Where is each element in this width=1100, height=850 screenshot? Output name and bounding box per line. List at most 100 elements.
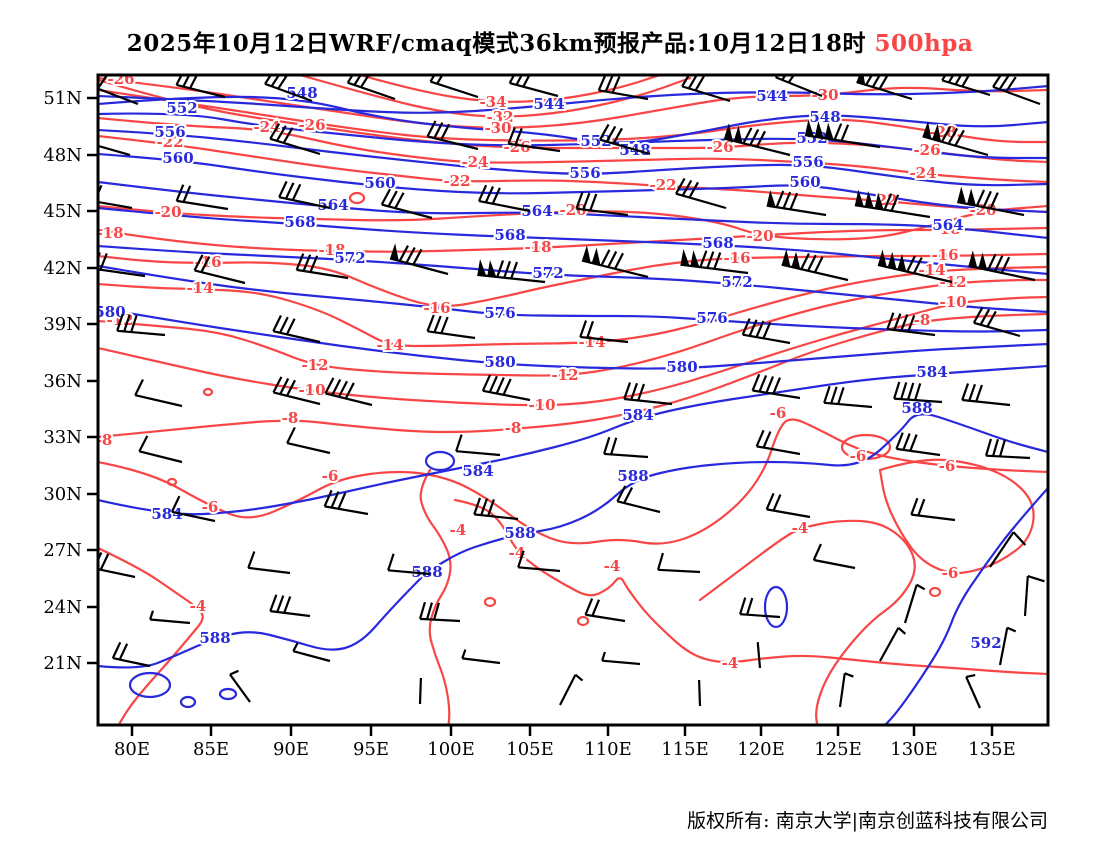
barb-staff — [99, 139, 131, 157]
barb-staff — [518, 566, 561, 573]
barb-feather — [330, 491, 340, 509]
wind-barb — [599, 123, 651, 156]
barb-feather — [517, 550, 525, 568]
height-contour — [99, 112, 1047, 160]
barb-feather — [522, 76, 533, 88]
barb-staff — [99, 267, 146, 278]
barb-staff — [296, 268, 349, 280]
barb-feather — [440, 123, 451, 141]
barb-staff — [922, 135, 989, 157]
barb-staff — [264, 82, 313, 103]
lon-label: 110E — [584, 739, 632, 760]
barb-feather — [586, 320, 595, 339]
height-contour — [99, 128, 1047, 187]
barb-staff — [430, 80, 479, 99]
barb-feather — [813, 256, 824, 273]
height-contour — [99, 244, 1047, 314]
barb-pennant — [897, 254, 907, 272]
height-contour-label: 568 — [702, 234, 733, 252]
height-contour-label: 584 — [462, 462, 493, 480]
temp-contour-label: -6 — [770, 404, 787, 422]
height-contour-label: 588 — [411, 563, 442, 581]
wind-barb — [575, 191, 629, 217]
barb-feather — [302, 254, 312, 272]
temp-contour — [99, 418, 1047, 545]
barb-feather — [360, 76, 372, 88]
wind-barb — [972, 306, 1021, 338]
temp-contour — [99, 252, 1047, 308]
barb-feather — [893, 313, 902, 331]
barb-feather — [510, 261, 518, 279]
barb-staff — [911, 513, 956, 522]
height-contour-label: 560 — [789, 173, 820, 191]
wind-barb — [895, 432, 941, 457]
barb-feather — [941, 76, 952, 81]
barb-feather — [81, 182, 88, 199]
wind-barb — [903, 583, 926, 624]
map-frame — [96, 73, 1050, 727]
height-contour-label: 564 — [932, 216, 963, 234]
wind-barb — [781, 249, 849, 282]
barb-feather — [170, 495, 181, 513]
barb-staff — [134, 394, 183, 408]
barb-staff — [388, 569, 431, 576]
temp-contour-label: -6 — [850, 447, 867, 465]
lon-label: 100E — [427, 739, 475, 760]
barb-feather — [387, 553, 395, 571]
height-contours-layer — [99, 84, 1047, 724]
barb-feather — [264, 76, 276, 85]
barb-half-feather — [897, 626, 907, 635]
wind-barb — [323, 489, 369, 516]
temp-contour-label: -8 — [914, 311, 931, 329]
barb-half-feather — [149, 610, 154, 620]
height-contour-label: 572 — [721, 273, 752, 291]
height-contour-label: 552 — [166, 99, 197, 117]
wind-barb — [477, 259, 546, 284]
barb-feather — [902, 433, 911, 451]
wind-barb — [380, 188, 433, 220]
height-contour — [99, 181, 1047, 239]
wind-barb — [170, 495, 216, 523]
height-contour-label: 588 — [504, 524, 535, 542]
barb-feather — [906, 255, 916, 273]
barb-feather — [432, 602, 440, 620]
barb-feather — [394, 192, 405, 209]
barb-staff — [1023, 576, 1029, 617]
wind-barb — [426, 120, 479, 151]
temp-contour-label: -8 — [282, 409, 299, 427]
wind-barb — [597, 76, 649, 101]
barb-feather — [775, 190, 785, 208]
wind-barb — [175, 184, 229, 211]
barb-pennant — [487, 260, 497, 277]
wind-barb — [134, 379, 183, 408]
barb-feather — [514, 128, 523, 146]
barb-staff — [756, 445, 801, 456]
temp-contour — [99, 135, 1047, 214]
barb-feather — [599, 123, 610, 141]
barb-feather — [283, 596, 292, 614]
wind-barb — [286, 426, 331, 455]
height-contour-label: 572 — [532, 264, 563, 282]
lon-label: 105E — [506, 739, 554, 760]
wind-barb — [755, 429, 801, 456]
wind-barb — [957, 186, 1025, 217]
barb-feather — [890, 194, 900, 212]
barb-pennant — [877, 249, 887, 267]
barb-feather — [323, 489, 333, 507]
barb-feather — [353, 76, 365, 86]
barb-feather — [484, 186, 495, 203]
barb-feather — [940, 125, 952, 143]
barb-feather — [907, 382, 915, 400]
barb-feather — [998, 439, 1006, 457]
barb-feather — [762, 431, 772, 449]
barb-feather — [189, 76, 200, 89]
barb-staff — [723, 137, 791, 157]
wind-barb — [272, 376, 321, 406]
barb-feather — [429, 76, 441, 83]
temp-contour-label: -20 — [559, 201, 586, 219]
barb-feather — [116, 313, 124, 332]
lat-label: 51N — [43, 88, 82, 109]
wind-barb — [581, 245, 649, 279]
height-contour-label: 580 — [484, 353, 515, 371]
wind-barb — [517, 550, 561, 573]
